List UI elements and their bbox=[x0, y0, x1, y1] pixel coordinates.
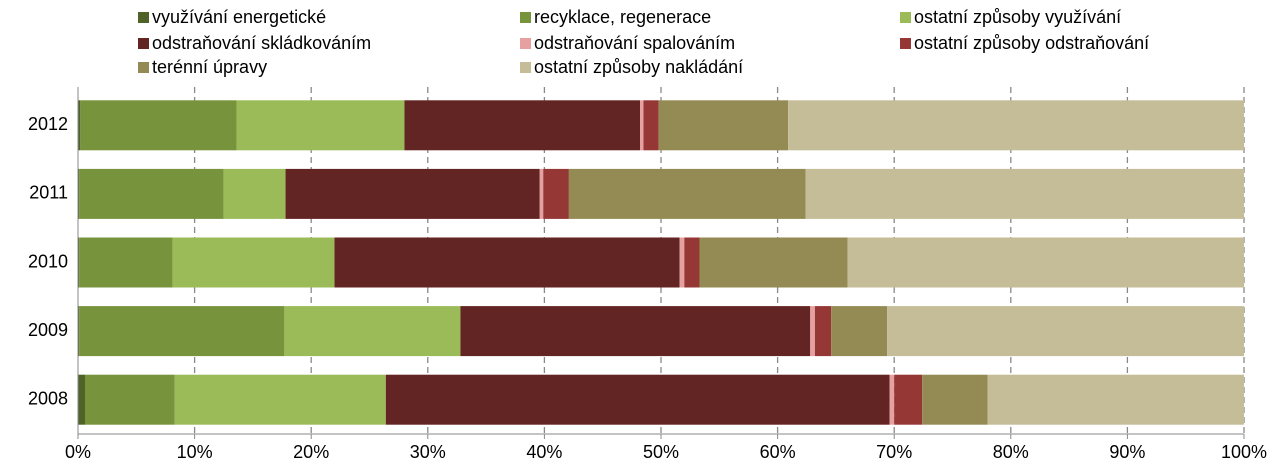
bar-segment bbox=[987, 374, 1244, 425]
legend-label: odstraňování spalováním bbox=[534, 33, 735, 53]
bar-segment bbox=[810, 306, 815, 357]
bar-segment bbox=[568, 168, 806, 219]
x-tick-label: 40% bbox=[526, 442, 562, 462]
bar-segment bbox=[658, 100, 789, 151]
bar-segment bbox=[174, 374, 386, 425]
legend-label: terénní úpravy bbox=[152, 57, 267, 77]
bar-segment bbox=[922, 374, 988, 425]
y-tick-label: 2009 bbox=[28, 320, 68, 340]
bar-segment bbox=[814, 306, 832, 357]
legend-swatch bbox=[138, 38, 149, 49]
bar-segment bbox=[79, 237, 173, 288]
x-tick-label: 0% bbox=[65, 442, 91, 462]
bar-segment bbox=[543, 168, 569, 219]
bar-segment bbox=[894, 374, 923, 425]
bar-segment bbox=[887, 306, 1244, 357]
x-tick-label: 30% bbox=[410, 442, 446, 462]
bar-segment bbox=[84, 374, 175, 425]
y-tick-label: 2011 bbox=[29, 183, 68, 203]
legend-label: ostatní způsoby nakládání bbox=[534, 57, 743, 77]
bar-segment bbox=[236, 100, 405, 151]
x-tick-label: 100% bbox=[1221, 442, 1267, 462]
bar-segment bbox=[284, 306, 461, 357]
x-tick-label: 50% bbox=[643, 442, 679, 462]
bar-segment bbox=[684, 237, 700, 288]
legend-label: odstraňování skládkováním bbox=[152, 33, 371, 53]
x-tick-label: 80% bbox=[993, 442, 1029, 462]
legend-swatch bbox=[138, 12, 149, 23]
bar-segment bbox=[78, 100, 81, 151]
bar-segment bbox=[78, 237, 80, 288]
y-tick-label: 2010 bbox=[28, 251, 68, 271]
bar-segment bbox=[805, 168, 1244, 219]
legend-label: recyklace, regenerace bbox=[534, 7, 711, 27]
bar-segment bbox=[385, 374, 890, 425]
bar-segment bbox=[78, 374, 85, 425]
bar-segment bbox=[539, 168, 544, 219]
bar-segment bbox=[404, 100, 641, 151]
bar-segment bbox=[80, 100, 237, 151]
bar-segment bbox=[285, 168, 540, 219]
x-tick-label: 90% bbox=[1109, 442, 1145, 462]
bar-segment bbox=[889, 374, 895, 425]
x-tick-label: 70% bbox=[876, 442, 912, 462]
y-tick-label: 2012 bbox=[28, 114, 68, 134]
legend-swatch bbox=[900, 12, 911, 23]
bar-segment bbox=[640, 100, 644, 151]
x-tick-label: 60% bbox=[760, 442, 796, 462]
bar-segment bbox=[679, 237, 685, 288]
bar-segment bbox=[223, 168, 286, 219]
bar-segment bbox=[79, 306, 285, 357]
bar-segment bbox=[847, 237, 1244, 288]
legend-swatch bbox=[900, 38, 911, 49]
bar-segment bbox=[334, 237, 680, 288]
bar-segment bbox=[78, 168, 80, 219]
x-tick-label: 10% bbox=[177, 442, 213, 462]
legend-swatch bbox=[520, 38, 531, 49]
legend-label: využívání energetické bbox=[152, 7, 326, 27]
legend-label: ostatní způsoby využívání bbox=[914, 7, 1121, 27]
bar-segment bbox=[643, 100, 659, 151]
bar-segment bbox=[831, 306, 888, 357]
legend-swatch bbox=[138, 62, 149, 73]
bar-segment bbox=[460, 306, 811, 357]
bar-segment bbox=[699, 237, 848, 288]
bar-segment bbox=[78, 306, 80, 357]
y-tick-label: 2008 bbox=[28, 388, 68, 408]
bar-segment bbox=[79, 168, 224, 219]
legend-label: ostatní způsoby odstraňování bbox=[914, 33, 1149, 53]
legend-swatch bbox=[520, 62, 531, 73]
bar-segment bbox=[172, 237, 335, 288]
bar-segment bbox=[788, 100, 1244, 151]
x-tick-label: 20% bbox=[293, 442, 329, 462]
legend-swatch bbox=[520, 12, 531, 23]
